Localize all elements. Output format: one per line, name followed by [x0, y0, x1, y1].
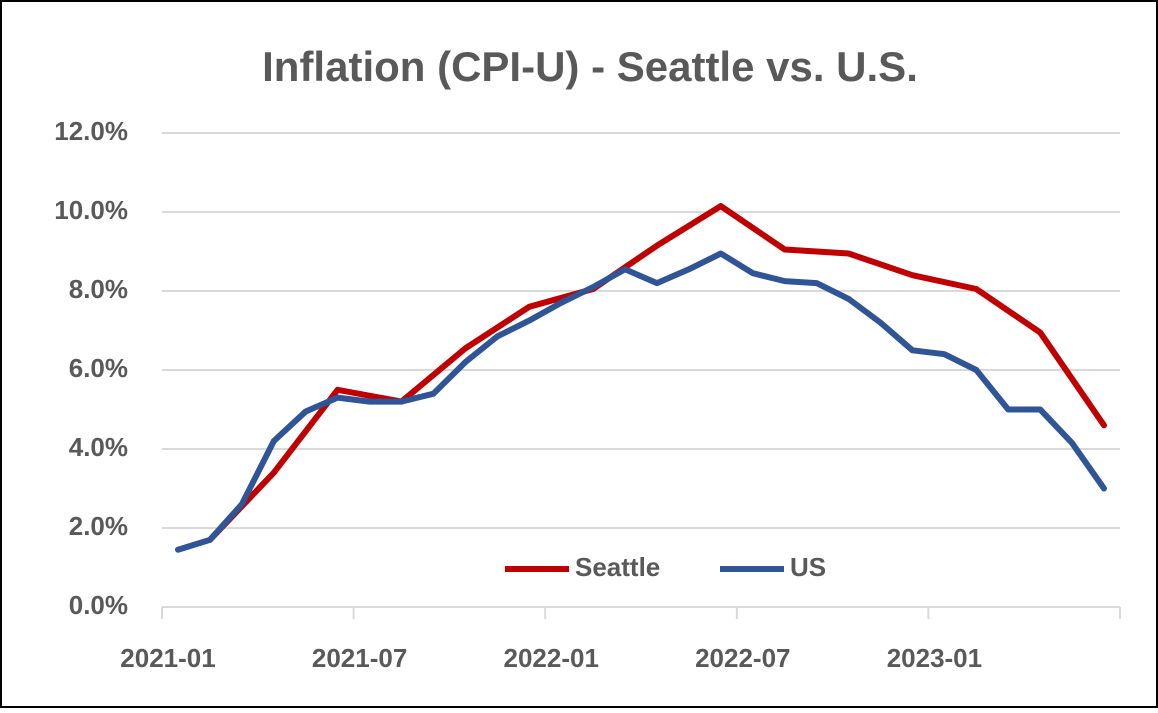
y-tick-label: 8.0% — [69, 274, 128, 304]
legend-label: Seattle — [575, 552, 660, 582]
x-tick-label: 2022-07 — [695, 643, 790, 673]
x-tick-label: 2023-01 — [887, 643, 982, 673]
y-tick-label: 0.0% — [69, 590, 128, 620]
legend-label: US — [790, 552, 826, 582]
x-tick-label: 2021-01 — [120, 643, 215, 673]
y-tick-label: 6.0% — [69, 353, 128, 383]
x-tick-label: 2021-07 — [312, 643, 407, 673]
y-tick-label: 10.0% — [54, 195, 128, 225]
y-tick-label: 12.0% — [54, 116, 128, 146]
y-tick-label: 2.0% — [69, 511, 128, 541]
y-tick-label: 4.0% — [69, 432, 128, 462]
chart-title: Inflation (CPI-U) - Seattle vs. U.S. — [262, 43, 918, 90]
x-tick-label: 2022-01 — [503, 643, 598, 673]
series-line — [206, 203, 1107, 543]
series-line — [175, 250, 1107, 553]
